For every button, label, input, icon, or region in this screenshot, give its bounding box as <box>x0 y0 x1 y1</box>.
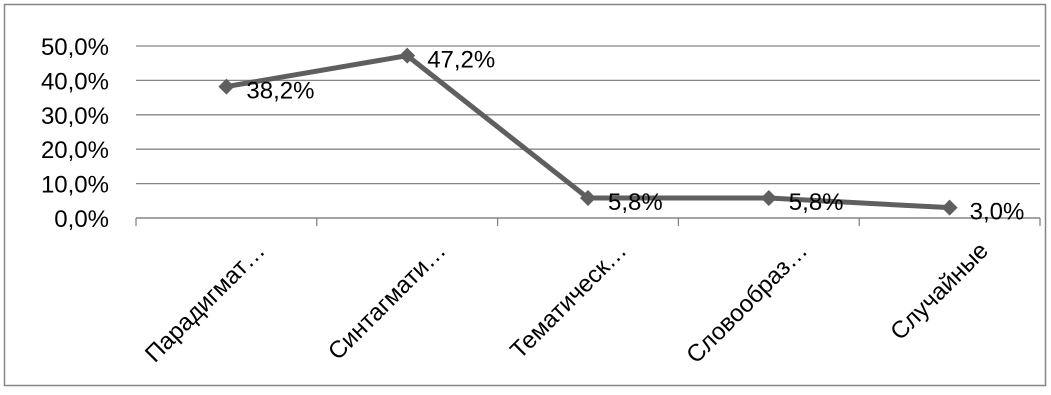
data-label: 5,8% <box>608 189 663 216</box>
y-tick-labels: 0,0% 10,0% 20,0% 30,0% 40,0% 50,0% <box>41 34 109 233</box>
data-point-marker <box>760 190 777 207</box>
data-label: 38,2% <box>246 78 314 105</box>
data-point-marker <box>580 190 596 207</box>
series <box>218 47 958 216</box>
data-label: 5,8% <box>789 189 844 216</box>
data-point-marker <box>399 47 416 64</box>
y-tick-label: 40,0% <box>41 68 109 95</box>
gridlines <box>136 45 1040 185</box>
data-labels: 38,2% 47,2% 5,8% 5,8% 3,0% <box>246 47 1024 226</box>
chart-border <box>3 3 1047 387</box>
data-point-marker <box>941 199 958 216</box>
data-label: 47,2% <box>427 47 495 74</box>
y-tick-label: 0,0% <box>54 206 109 233</box>
y-tick-label: 10,0% <box>41 172 109 199</box>
axes <box>135 217 1041 226</box>
data-point-marker <box>218 78 235 95</box>
data-label: 3,0% <box>970 199 1025 226</box>
y-tick-label: 30,0% <box>41 103 109 130</box>
y-tick-label: 20,0% <box>41 137 109 164</box>
y-tick-label: 50,0% <box>41 34 109 61</box>
